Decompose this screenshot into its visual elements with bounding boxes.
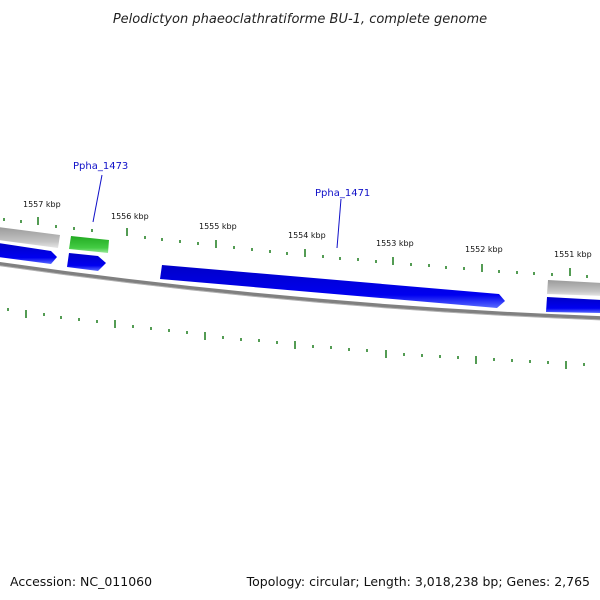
leader-line-ppha-1473	[92, 174, 103, 223]
cds-right-edge[interactable]	[546, 297, 600, 313]
map-title: Pelodictyon phaeoclathratiforme BU-1, co…	[113, 12, 487, 27]
gray-feature-left[interactable]	[0, 227, 60, 248]
scale-label-1557: 1557 kbp	[23, 200, 61, 209]
gene-label-ppha-1473[interactable]: Ppha_1473	[73, 161, 128, 172]
genome-backbone-highlight	[0, 265, 600, 321]
scale-label-1551: 1551 kbp	[554, 250, 592, 259]
gene-ppha-1471[interactable]	[160, 265, 505, 308]
cds-small[interactable]	[67, 253, 106, 271]
genome-backbone	[0, 261, 600, 320]
gray-feature-right[interactable]	[547, 280, 600, 296]
accession-text: Accession: NC_011060	[10, 574, 153, 589]
gene-label-ppha-1471[interactable]: Ppha_1471	[315, 188, 370, 199]
cds-left-edge[interactable]	[0, 243, 57, 264]
leader-line-ppha-1471	[336, 198, 342, 249]
scale-label-1553: 1553 kbp	[376, 239, 414, 248]
genome-summary-text: Topology: circular; Length: 3,018,238 bp…	[246, 574, 590, 589]
outer-tick-row	[3, 217, 588, 278]
scale-label-1555: 1555 kbp	[199, 222, 237, 231]
scale-label-1554: 1554 kbp	[288, 231, 326, 240]
scale-label-1552: 1552 kbp	[465, 245, 503, 254]
scale-label-1556: 1556 kbp	[111, 212, 149, 221]
gene-ppha-1473[interactable]	[69, 236, 109, 253]
inner-tick-row	[7, 308, 585, 369]
